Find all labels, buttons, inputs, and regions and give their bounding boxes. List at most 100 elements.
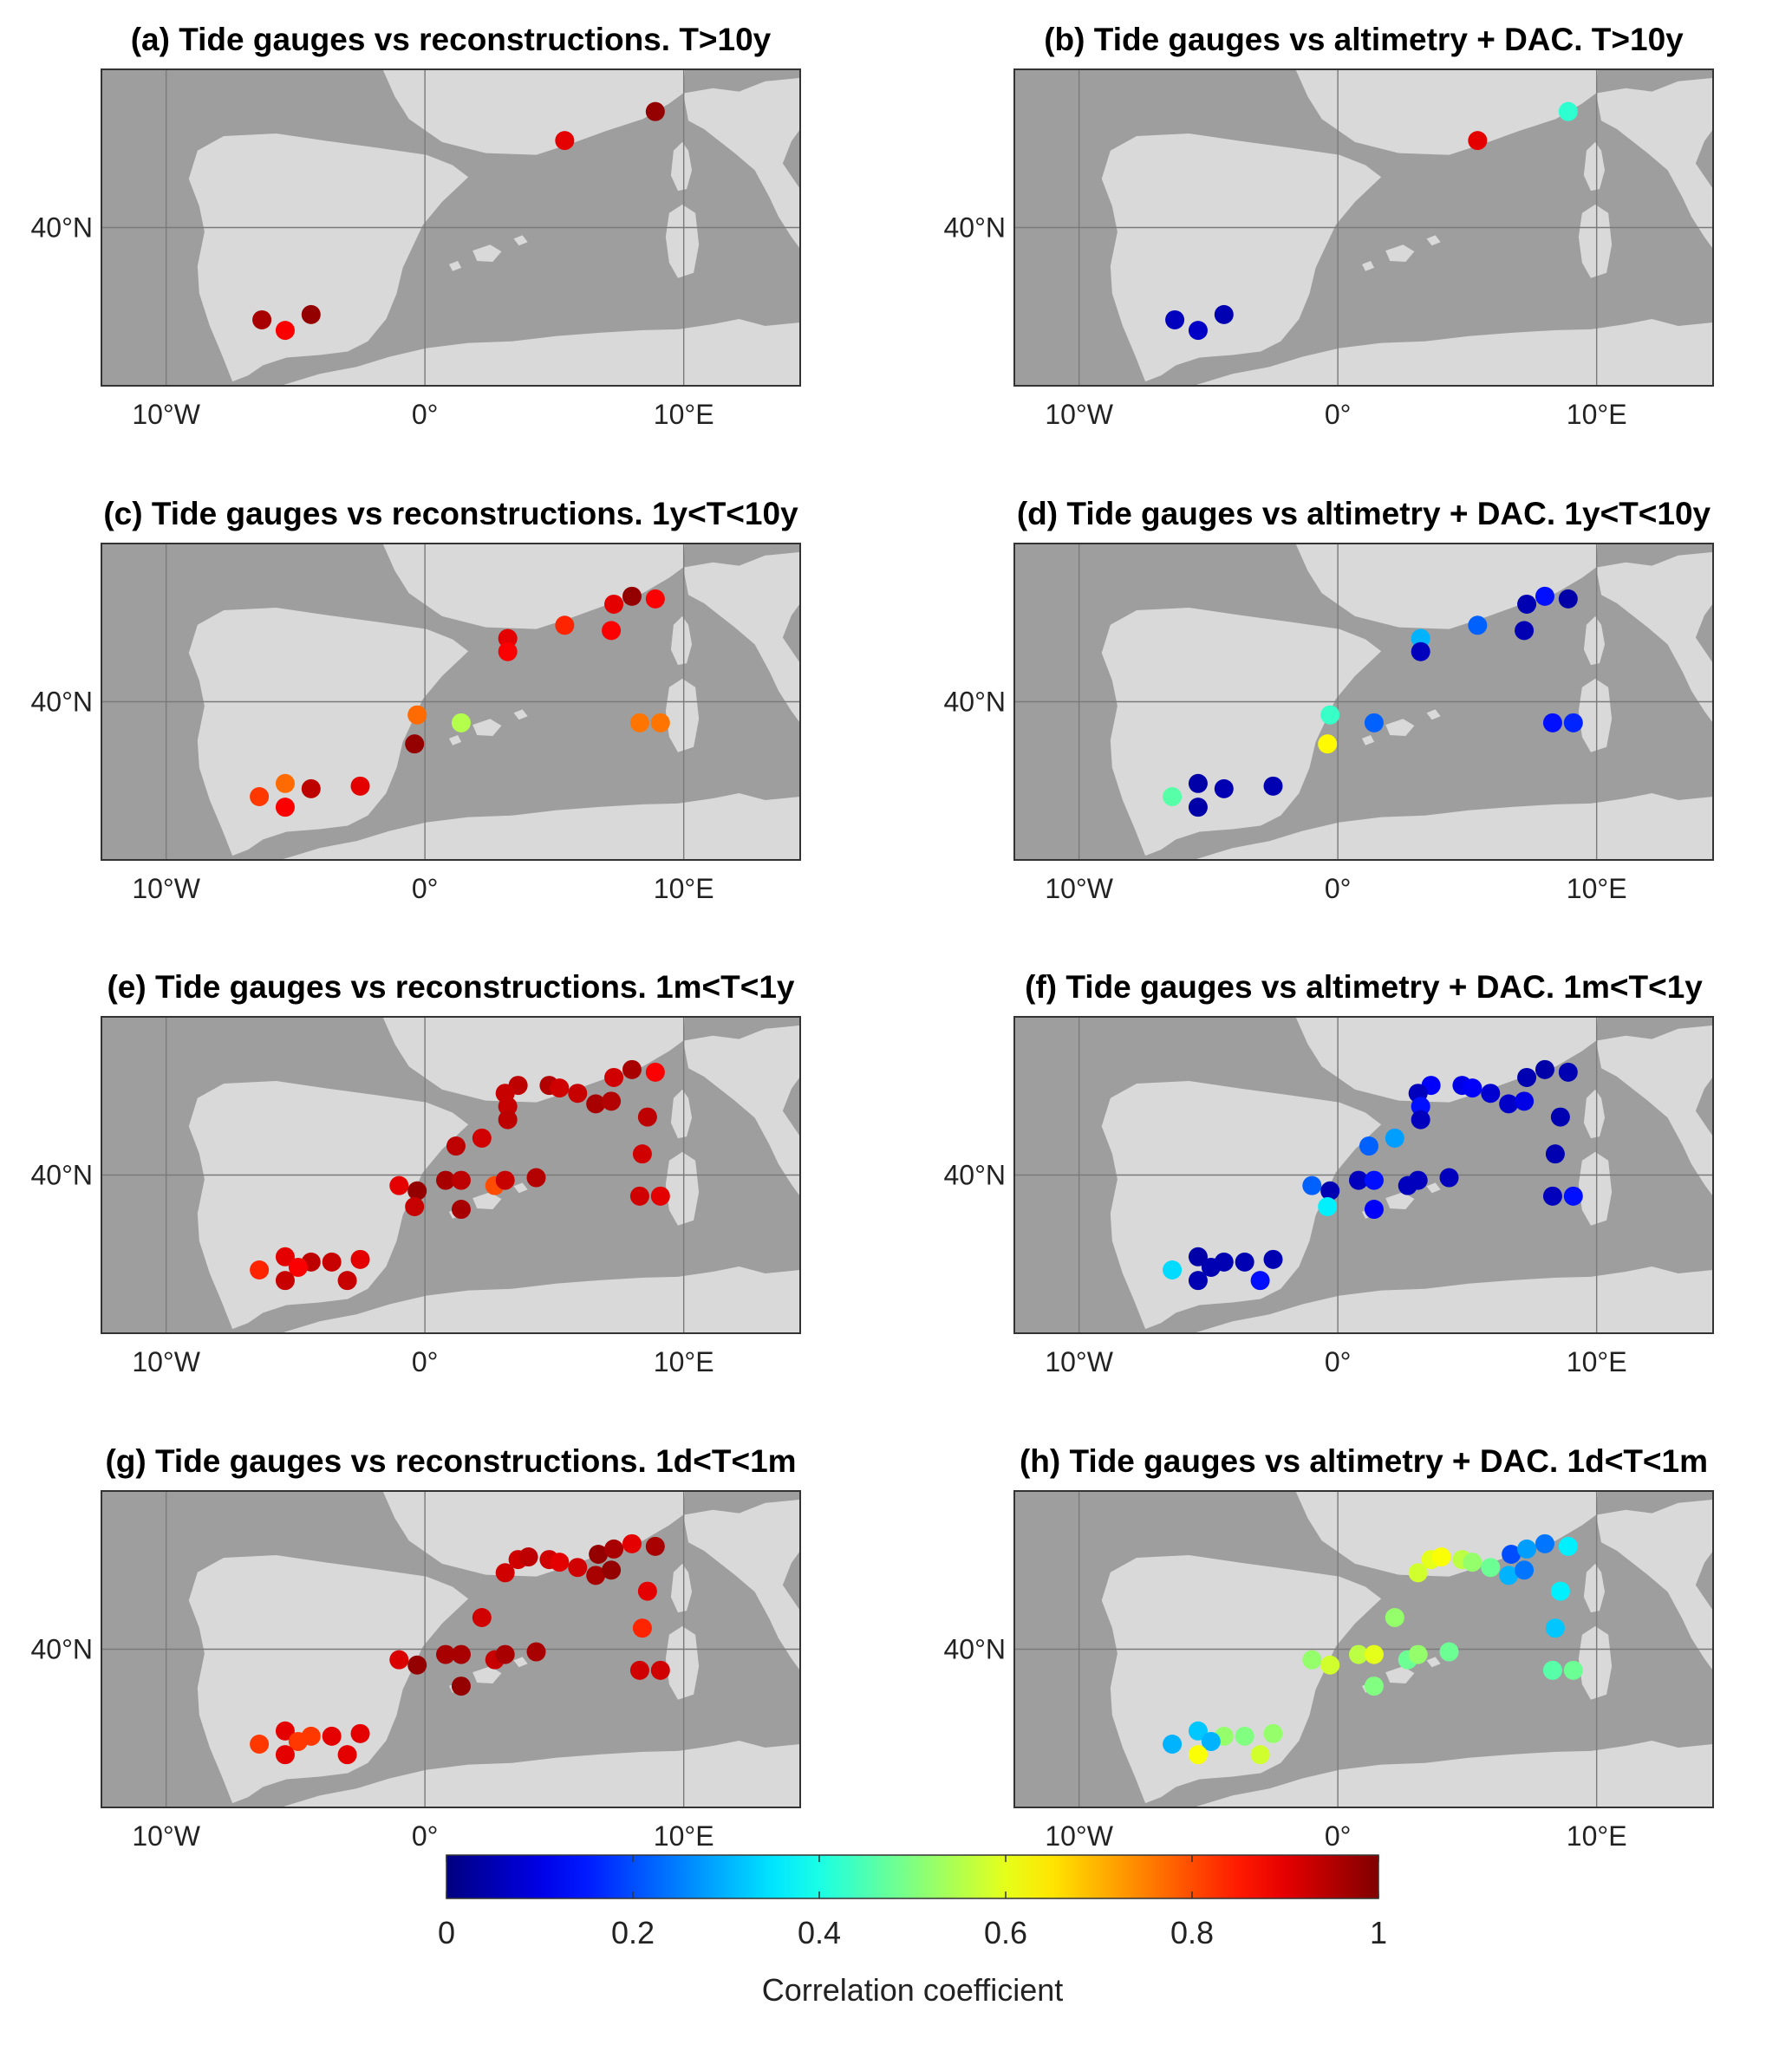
station-marker (250, 1260, 270, 1279)
station-marker (1411, 1110, 1430, 1130)
station-marker (1517, 1539, 1537, 1559)
station-marker (472, 1608, 492, 1627)
station-marker (275, 321, 295, 341)
colorbar-tick-label: 0.6 (984, 1915, 1027, 1950)
station-marker (550, 1553, 570, 1572)
station-marker (622, 1533, 642, 1553)
station-marker (1188, 1271, 1208, 1291)
station-marker (451, 1644, 471, 1664)
lon-tick-label: 0° (412, 873, 439, 904)
station-marker (1235, 1252, 1254, 1272)
station-marker (602, 1560, 622, 1580)
station-marker (1385, 1128, 1404, 1148)
station-marker (526, 1642, 546, 1662)
station-marker (275, 1745, 295, 1765)
station-marker (555, 131, 575, 151)
station-marker (637, 1581, 657, 1601)
station-marker (301, 778, 321, 798)
station-marker (405, 1197, 425, 1216)
station-marker (629, 1186, 649, 1206)
station-marker (1201, 1257, 1221, 1277)
station-marker (1364, 1170, 1384, 1190)
map-frame (101, 1016, 801, 1334)
station-marker (650, 1660, 670, 1680)
station-marker (1481, 1084, 1501, 1104)
lat-tick-label: 40°N (31, 1634, 94, 1665)
station-marker (1188, 1745, 1208, 1765)
station-marker (407, 705, 427, 725)
lat-tick-label: 40°N (31, 1160, 94, 1191)
station-marker (451, 1170, 471, 1190)
station-marker (1558, 1062, 1578, 1082)
colorbar-tick-label: 0.8 (1170, 1915, 1214, 1950)
lon-tick-label: 10°E (1567, 873, 1627, 904)
station-marker (275, 1271, 295, 1291)
station-marker (1364, 1677, 1384, 1696)
station-marker (1318, 1197, 1338, 1216)
station-marker (629, 713, 649, 732)
station-marker (1550, 1107, 1570, 1127)
lon-tick-label: 10°W (132, 1820, 200, 1852)
station-marker (350, 1723, 370, 1743)
station-marker (1411, 641, 1430, 661)
lat-tick-label: 40°N (31, 687, 94, 718)
map-frame (1013, 1016, 1714, 1334)
station-marker (1188, 798, 1208, 817)
map-frame (1013, 543, 1714, 861)
lon-tick-label: 0° (1325, 1346, 1352, 1377)
station-marker (1188, 321, 1208, 341)
map-panel-h: (h) Tide gauges vs altimetry + DAC. 1d<T… (944, 1443, 1714, 1852)
station-marker (602, 1091, 622, 1111)
map-panel-f: (f) Tide gauges vs altimetry + DAC. 1m<T… (944, 969, 1714, 1377)
map-frame (101, 68, 801, 387)
station-marker (1188, 773, 1208, 793)
station-marker (568, 1084, 588, 1104)
station-marker (288, 1731, 308, 1751)
station-marker (1364, 1200, 1384, 1220)
station-marker (405, 734, 425, 754)
lon-tick-label: 10°W (132, 399, 200, 430)
station-marker (1550, 1581, 1570, 1601)
station-marker (586, 1566, 606, 1585)
station-marker (637, 1107, 657, 1127)
station-marker (1535, 586, 1554, 606)
station-marker (1463, 1553, 1482, 1572)
station-marker (1163, 787, 1183, 806)
lon-tick-label: 10°E (654, 873, 714, 904)
station-marker (1535, 1533, 1554, 1553)
station-marker (389, 1175, 409, 1195)
lon-tick-label: 10°W (1045, 873, 1113, 904)
lon-tick-label: 10°W (132, 1346, 200, 1377)
station-marker (1542, 713, 1562, 732)
map-panel-d: (d) Tide gauges vs altimetry + DAC. 1y<T… (944, 496, 1714, 904)
station-marker (604, 594, 624, 614)
lon-tick-label: 10°W (1045, 1346, 1113, 1377)
station-marker (1411, 1097, 1430, 1117)
station-marker (1349, 1644, 1369, 1664)
station-marker (495, 1644, 515, 1664)
lon-tick-label: 0° (412, 1346, 439, 1377)
station-marker (1545, 1618, 1565, 1638)
station-marker (604, 1067, 624, 1087)
station-marker (1563, 713, 1583, 732)
station-marker (1302, 1175, 1322, 1195)
station-marker (1163, 1735, 1183, 1754)
station-marker (645, 1536, 665, 1556)
panel-title: (f) Tide gauges vs altimetry + DAC. 1m<T… (1025, 969, 1703, 1005)
station-marker (1188, 1247, 1208, 1266)
station-marker (632, 1618, 652, 1638)
panel-title: (g) Tide gauges vs reconstructions. 1d<T… (105, 1443, 796, 1479)
lon-tick-label: 10°E (1567, 1346, 1627, 1377)
lon-tick-label: 10°E (654, 1820, 714, 1852)
station-marker (1408, 1644, 1428, 1664)
map-panel-a: (a) Tide gauges vs reconstructions. T>10… (31, 22, 801, 430)
colorbar: 0 0.2 0.4 0.6 0.8 1 Correlation coefficient (438, 1854, 1387, 2008)
station-marker (632, 1144, 652, 1164)
station-marker (1545, 1144, 1565, 1164)
station-marker (1481, 1558, 1501, 1578)
panels: (a) Tide gauges vs reconstructions. T>10… (31, 22, 1714, 1852)
station-marker (586, 1094, 606, 1114)
station-marker (275, 773, 295, 793)
station-marker (250, 787, 270, 806)
